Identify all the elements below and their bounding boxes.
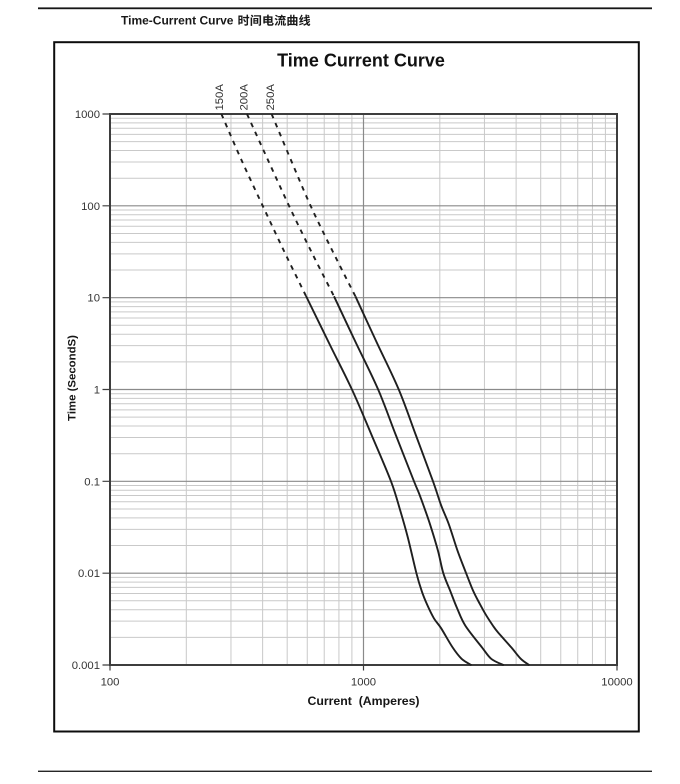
svg-text:Time (SecondS): Time (SecondS) [67,335,79,421]
svg-text:100: 100 [101,677,120,689]
svg-text:100: 100 [81,201,100,213]
svg-text:0.01: 0.01 [78,568,100,580]
svg-text:0.1: 0.1 [84,476,100,488]
svg-text:250A: 250A [265,84,277,111]
svg-text:Time-Current Curve: Time-Current Curve [121,14,234,28]
svg-text:Time Current Curve: Time Current Curve [277,51,445,71]
svg-text:1: 1 [94,385,100,397]
svg-text:200A: 200A [239,84,251,111]
svg-text:150A: 150A [214,84,226,111]
svg-text:Current (Amperes): Current (Amperes) [307,694,419,708]
svg-text:1000: 1000 [351,677,376,689]
svg-text:0.001: 0.001 [72,660,100,672]
svg-text:10: 10 [87,293,100,305]
svg-text:10000: 10000 [601,677,632,689]
svg-text:1000: 1000 [75,109,100,121]
